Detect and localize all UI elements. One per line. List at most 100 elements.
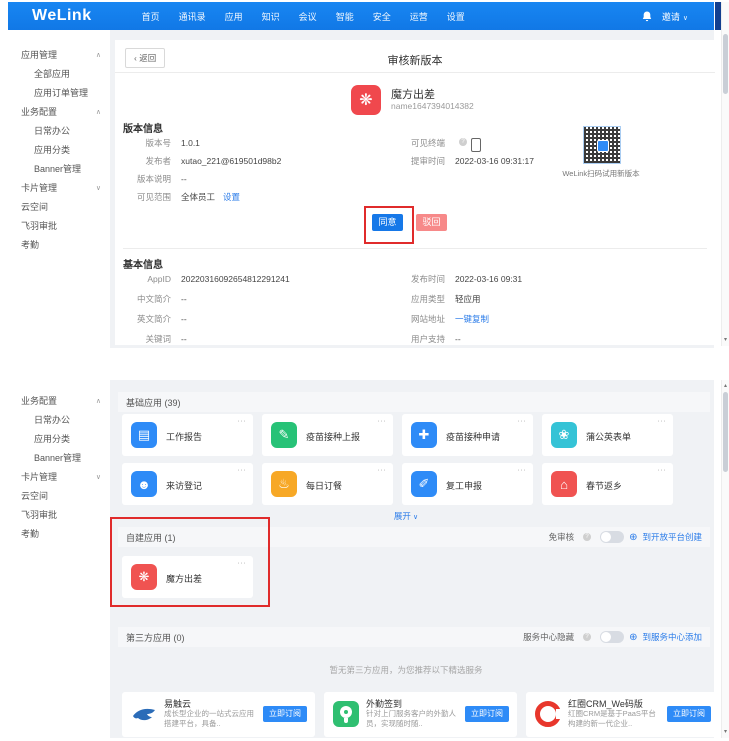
nav-item-meeting[interactable]: 会议	[298, 11, 317, 22]
back-button[interactable]: ‹ 返回	[125, 48, 166, 68]
sidebar-item-cloud-space[interactable]: 云空间	[21, 491, 49, 501]
section-divider	[123, 248, 707, 249]
version-label: 版本号	[145, 138, 171, 148]
app-type-label: 应用类型	[410, 294, 445, 304]
no-review-label: 免审核	[548, 532, 575, 542]
app-card-dandelion-form[interactable]: ❀ 蒲公英表单	[542, 414, 673, 456]
invite-menu[interactable]: 邀请	[662, 10, 688, 23]
chevron-down-icon: ∨	[95, 185, 101, 192]
publish-time-value: 2022-03-16 09:31	[455, 274, 523, 284]
sidebar-item-feiyu-approval[interactable]: 飞羽审批	[21, 221, 58, 231]
sidebar-item-cloud-space[interactable]: 云空间	[21, 202, 49, 212]
more-icon[interactable]	[377, 465, 386, 476]
app-card-vaccine-apply[interactable]: ✚ 疫苗接种申请	[402, 414, 533, 456]
approve-button[interactable]: 同意	[372, 214, 403, 231]
sidebar-item-card-management[interactable]: 卡片管理 ∨	[8, 179, 110, 198]
nav-item-home[interactable]: 首页	[141, 11, 160, 22]
app-card-return-work[interactable]: ✐ 复工申报	[402, 463, 533, 505]
no-review-toggle[interactable]	[600, 531, 625, 543]
sidebar-item-app-category[interactable]: 应用分类	[34, 434, 71, 444]
nav-menu: 首页 通讯录 应用 知识 会议 智能 安全 运营 设置	[142, 10, 465, 23]
nav-item-security[interactable]: 安全	[372, 11, 391, 22]
nav-item-knowledge[interactable]: 知识	[261, 11, 280, 22]
appid-label: AppID	[147, 274, 171, 284]
app-card-vaccine-report[interactable]: ✎ 疫苗接种上报	[262, 414, 393, 456]
sidebar-item-feiyu-approval[interactable]: 飞羽审批	[21, 510, 58, 520]
scroll-down-arrow-icon[interactable]: ▾	[723, 337, 727, 343]
cn-intro-label: 中文简介	[136, 294, 171, 304]
submit-time-label: 提审时间	[410, 156, 445, 166]
sidebar-item-daily-office[interactable]: 日常办公	[34, 126, 71, 136]
scrollbar-bottom[interactable]: ▴ ▾	[721, 380, 729, 738]
scrollbar-top[interactable]: ▾	[721, 2, 729, 346]
copy-url-link[interactable]: 一键复制	[455, 314, 490, 324]
page-title: 审核新版本	[387, 55, 443, 67]
rec-card-yichuyun[interactable]: 易触云 成长型企业的一站式云应用搭建平台，具备.. 立即订阅	[122, 692, 315, 737]
help-icon	[583, 533, 592, 541]
person-icon: ☻	[137, 476, 151, 492]
dandelion-icon: ❀	[558, 427, 570, 442]
mobile-phone-icon	[471, 138, 481, 152]
en-intro-value: --	[181, 314, 187, 324]
plus-circle-icon	[629, 632, 637, 643]
rec-card-hongquan-crm[interactable]: 红圈CRM_We码版 红圈CRM是基于PaaS平台构建的新一代企业.. 立即订阅	[526, 692, 719, 737]
sidebar-item-business-config[interactable]: 业务配置 ∧	[8, 103, 110, 122]
sidebar-item-app-management[interactable]: 应用管理 ∧	[8, 46, 110, 65]
scrollbar-thumb[interactable]	[723, 34, 728, 94]
nav-item-settings[interactable]: 设置	[446, 11, 465, 22]
nav-item-operation[interactable]: 运营	[409, 11, 428, 22]
more-icon[interactable]	[517, 465, 526, 476]
app-card-work-report[interactable]: ▤ 工作报告	[122, 414, 253, 456]
scope-settings-link[interactable]: 设置	[223, 192, 241, 202]
more-icon[interactable]	[657, 416, 666, 427]
app-card-visitor-register[interactable]: ☻ 来访登记	[122, 463, 253, 505]
sidebar-item-banner[interactable]: Banner管理	[34, 164, 82, 174]
scroll-up-arrow-icon[interactable]: ▴	[723, 383, 727, 389]
subscribe-button[interactable]: 立即订阅	[263, 706, 307, 722]
more-icon[interactable]	[237, 465, 246, 476]
sidebar-item-business-config[interactable]: 业务配置 ∧	[8, 392, 110, 411]
bell-icon[interactable]	[642, 11, 652, 22]
nav-item-apps[interactable]: 应用	[224, 11, 243, 22]
app-card-daily-meal[interactable]: ♨ 每日订餐	[262, 463, 393, 505]
version-value: 1.0.1	[181, 138, 200, 148]
scrollbar-thumb[interactable]	[723, 392, 728, 472]
welink-logo[interactable]: WeLink	[32, 7, 92, 24]
qr-logo	[597, 140, 609, 152]
sidebar-item-all-apps[interactable]: 全部应用	[34, 69, 71, 79]
scroll-down-arrow-icon[interactable]: ▾	[723, 729, 727, 735]
sidebar-item-daily-office[interactable]: 日常办公	[34, 415, 71, 425]
app-card-mofang-travel[interactable]: ❋ 魔方出差	[122, 556, 253, 598]
service-center-toggle[interactable]	[600, 631, 625, 643]
open-platform-link[interactable]: 到开放平台创建	[642, 532, 702, 542]
more-icon[interactable]	[517, 416, 526, 427]
reject-button[interactable]: 驳回	[416, 214, 447, 231]
sidebar-item-attendance[interactable]: 考勤	[21, 529, 40, 539]
header-divider	[115, 72, 715, 73]
publisher-label: 发布者	[145, 156, 171, 166]
form-pen-icon: ✐	[418, 476, 430, 491]
more-icon[interactable]	[377, 416, 386, 427]
more-icon[interactable]	[657, 465, 666, 476]
sidebar-item-banner[interactable]: Banner管理	[34, 453, 82, 463]
flower-gear-icon: ❋	[359, 92, 373, 109]
nav-item-contacts[interactable]: 通讯录	[178, 11, 206, 22]
sidebar-item-card-management[interactable]: 卡片管理 ∨	[8, 468, 110, 487]
subscribe-button[interactable]: 立即订阅	[465, 706, 509, 722]
expand-link[interactable]: 展开	[118, 510, 694, 522]
more-icon[interactable]	[237, 416, 246, 427]
sidebar-item-app-orders[interactable]: 应用订单管理	[34, 88, 89, 98]
service-center-link[interactable]: 到服务中心添加	[642, 632, 702, 642]
sidebar-item-app-category[interactable]: 应用分类	[34, 145, 71, 155]
rec-card-field-checkin[interactable]: 外勤签到 针对上门服务客户的外勤人员，实现随时随.. 立即订阅	[324, 692, 517, 737]
scope-value: 全体员工	[181, 192, 216, 202]
sidebar-item-attendance[interactable]: 考勤	[21, 240, 40, 250]
app-card-spring-festival[interactable]: ⌂ 春节返乡	[542, 463, 673, 505]
plus-circle-icon	[629, 532, 637, 543]
self-built-title: 自建应用 (1)	[126, 532, 176, 543]
basic-apps-title: 基础应用 (39)	[126, 397, 181, 408]
nav-item-intelligence[interactable]: 智能	[335, 11, 354, 22]
subscribe-button[interactable]: 立即订阅	[667, 706, 711, 722]
meal-icon: ♨	[278, 476, 290, 491]
basic-apps-header: 基础应用 (39)	[118, 392, 710, 412]
